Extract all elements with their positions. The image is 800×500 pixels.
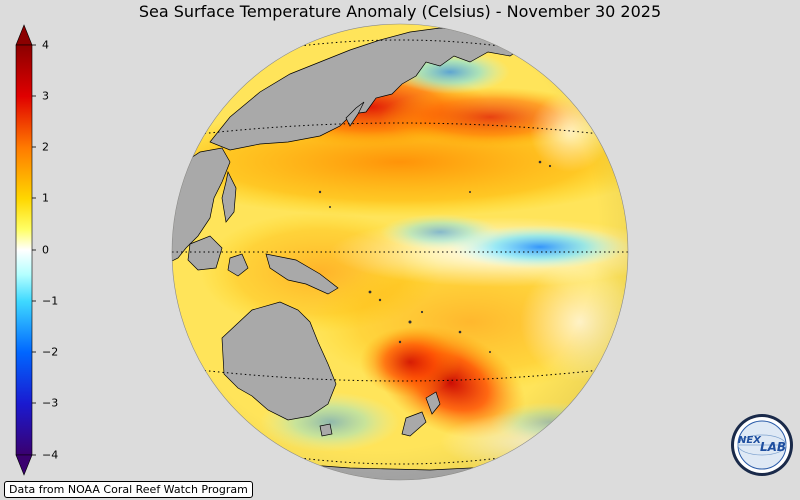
colorbar-tick-label: 1 [42, 191, 49, 205]
colorbar-min-arrow [15, 454, 33, 476]
map-title: Sea Surface Temperature Anomaly (Celsius… [138, 2, 662, 21]
colorbar-tick-label: 4 [42, 38, 49, 52]
colorbar-tick-label: −2 [42, 345, 59, 359]
sst-field [172, 24, 628, 480]
colorbar-tick-label: 0 [42, 243, 49, 257]
colorbar-tick-label: −3 [42, 396, 59, 410]
colorbar-tick-label: −1 [42, 294, 59, 308]
colorbar-max-arrow [15, 24, 33, 46]
colorbar-tick-label: 3 [42, 89, 49, 103]
globe-outline [171, 23, 629, 481]
colorbar: 4 3 2 1 0 −1 −2 −3 −4 [8, 22, 68, 478]
colorbar-ramp [15, 44, 33, 456]
logo-text-a: NEX [738, 435, 762, 446]
data-source-note: Data from NOAA Coral Reef Watch Program [4, 481, 253, 498]
colorbar-tick-label: −4 [42, 448, 59, 462]
colorbar-tick-label: 2 [42, 140, 49, 154]
colorbar-graphic [15, 24, 36, 476]
globe-map [171, 23, 629, 481]
nexlab-logo: NEX LAB [731, 414, 793, 476]
logo-text-b: LAB [760, 440, 786, 454]
